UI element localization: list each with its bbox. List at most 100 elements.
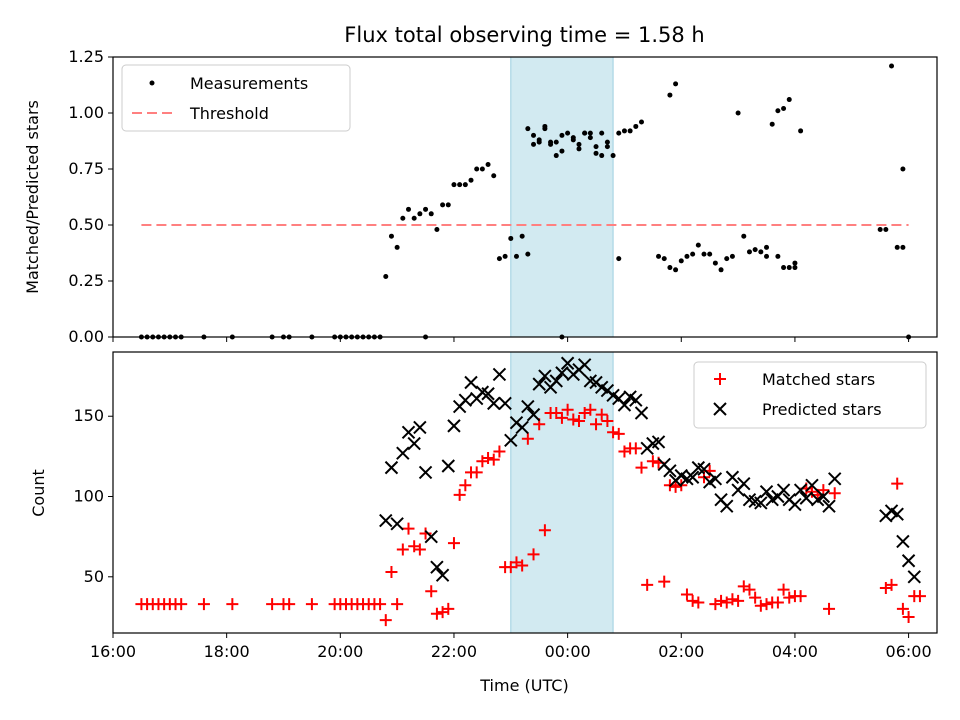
matched-star-point bbox=[561, 403, 574, 416]
predicted-star-point bbox=[617, 398, 632, 412]
measurement-point bbox=[900, 166, 906, 172]
predicted-star-point bbox=[441, 459, 455, 473]
measurement-point bbox=[553, 139, 559, 145]
matched-star-point bbox=[572, 415, 585, 428]
measurement-point bbox=[434, 226, 440, 232]
matched-star-point bbox=[430, 607, 443, 620]
measurement-point bbox=[519, 233, 525, 239]
matched-star-point bbox=[567, 413, 580, 426]
measurement-point bbox=[724, 256, 730, 262]
measurement-point bbox=[508, 235, 514, 241]
matched-star-point bbox=[374, 598, 387, 611]
predicted-star-point bbox=[555, 366, 569, 380]
measurement-point bbox=[565, 130, 571, 136]
matched-star-point bbox=[305, 598, 318, 611]
measurement-point bbox=[735, 110, 741, 116]
measurement-point bbox=[894, 244, 900, 250]
matched-star-point bbox=[402, 522, 415, 535]
measurement-point bbox=[513, 253, 519, 259]
bottom-xtick-label: 16:00 bbox=[90, 642, 136, 661]
measurement-point bbox=[536, 139, 542, 145]
predicted-star-point bbox=[896, 534, 910, 549]
measurement-point bbox=[661, 256, 667, 262]
measurement-point bbox=[491, 173, 497, 179]
measurement-point bbox=[496, 256, 502, 262]
predicted-star-point bbox=[697, 462, 711, 476]
predicted-star-point bbox=[754, 496, 768, 510]
predicted-star-point bbox=[401, 425, 416, 439]
predicted-star-point bbox=[799, 491, 814, 505]
matched-star-point bbox=[629, 442, 642, 455]
matched-star-point bbox=[487, 453, 500, 466]
measurement-point bbox=[604, 139, 610, 145]
measurement-point bbox=[712, 260, 718, 266]
predicted-star-point bbox=[822, 499, 836, 513]
measurement-point bbox=[548, 139, 554, 145]
top-axes-frame bbox=[112, 56, 938, 338]
measurement-point bbox=[729, 253, 735, 259]
predicted-star-point bbox=[492, 367, 507, 382]
predicted-star-point bbox=[651, 435, 666, 449]
matched-star-point bbox=[584, 403, 597, 416]
legend-top-box bbox=[121, 64, 351, 132]
measurement-point bbox=[593, 150, 599, 156]
matched-star-point bbox=[658, 575, 671, 588]
measurement-point bbox=[764, 244, 770, 250]
measurement-point bbox=[701, 251, 707, 257]
measurement-point bbox=[445, 202, 451, 208]
measurement-point bbox=[388, 233, 394, 239]
bottom-xtick-label: 20:00 bbox=[317, 642, 363, 661]
measurement-point bbox=[775, 108, 781, 114]
predicted-star-point bbox=[418, 465, 433, 480]
measurement-point bbox=[417, 211, 423, 217]
top-ytick-label: 0.25 bbox=[68, 271, 104, 290]
matched-star-point bbox=[419, 527, 432, 540]
predicted-star-point bbox=[424, 529, 438, 544]
measurement-point bbox=[559, 148, 565, 154]
measurement-point bbox=[764, 253, 770, 259]
measurement-point bbox=[553, 153, 559, 159]
measurement-point bbox=[673, 81, 679, 87]
measurement-point bbox=[604, 144, 610, 150]
predicted-star-point bbox=[390, 517, 404, 531]
matched-star-point bbox=[521, 432, 534, 445]
measurement-point bbox=[633, 123, 639, 129]
matched-star-point bbox=[595, 408, 608, 421]
measurement-point bbox=[394, 244, 400, 250]
predicted-star-point bbox=[379, 513, 393, 528]
matched-star-point bbox=[447, 537, 460, 550]
predicted-star-point bbox=[458, 393, 473, 407]
bottom-ytick-label: 100 bbox=[73, 487, 104, 506]
predicted-star-point bbox=[720, 499, 734, 513]
matched-star-point bbox=[175, 598, 188, 611]
matched-star-point bbox=[527, 548, 540, 561]
matched-star-point bbox=[669, 480, 682, 493]
predicted-star-point bbox=[663, 464, 677, 478]
measurement-point bbox=[900, 244, 906, 250]
measurement-point bbox=[423, 206, 429, 212]
matched-star-point bbox=[283, 598, 296, 611]
measurement-point bbox=[746, 249, 752, 255]
measurement-point bbox=[667, 92, 673, 98]
matched-star-point bbox=[197, 598, 210, 611]
bottom-xtick-label: 02:00 bbox=[658, 642, 704, 661]
measurement-point bbox=[678, 258, 684, 264]
matched-star-point bbox=[823, 602, 836, 615]
bottom-xtick-label: 06:00 bbox=[886, 642, 932, 661]
top-ytick-label: 1.25 bbox=[68, 47, 104, 66]
matched-star-point bbox=[641, 578, 654, 591]
predicted-star-point bbox=[737, 476, 751, 491]
predicted-star-point bbox=[487, 396, 501, 411]
measurement-point bbox=[792, 265, 798, 271]
predicted-star-point bbox=[447, 419, 461, 433]
predicted-star-point bbox=[481, 387, 495, 401]
predicted-star-point bbox=[901, 554, 916, 568]
matched-star-point bbox=[601, 415, 614, 428]
legend-measurements-marker bbox=[149, 80, 155, 86]
predicted-star-point bbox=[498, 396, 512, 411]
bottom-xtick-label: 22:00 bbox=[431, 642, 477, 661]
legend-matched-label: Matched stars bbox=[762, 370, 875, 389]
predicted-star-point bbox=[685, 470, 700, 484]
matched-star-point bbox=[896, 602, 909, 615]
